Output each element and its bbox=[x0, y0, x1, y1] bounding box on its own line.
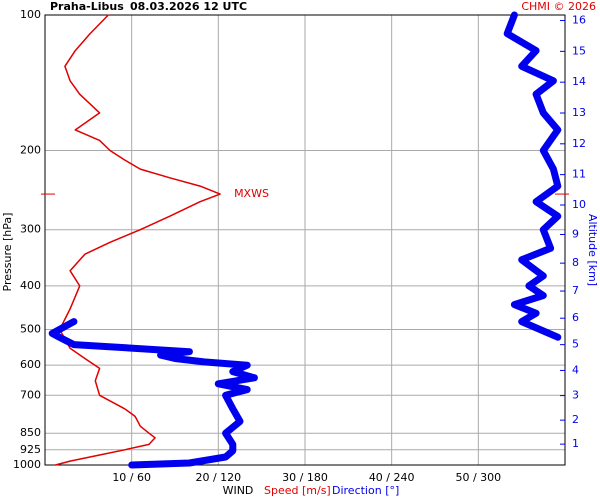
y2-tick-label: 1 bbox=[572, 437, 579, 450]
y2-tick-label: 14 bbox=[572, 75, 586, 88]
y-tick-label: 925 bbox=[20, 443, 41, 456]
annotation: MXWS bbox=[234, 187, 269, 200]
y2-axis-label: Altitude [km] bbox=[586, 214, 599, 286]
y2-tick-label: 13 bbox=[572, 106, 586, 119]
y2-tick-label: 3 bbox=[572, 389, 579, 402]
legend-entry: Direction [°] bbox=[332, 484, 399, 497]
x-tick-label: 30 / 180 bbox=[282, 471, 328, 484]
x-tick-label: 10 / 60 bbox=[112, 471, 151, 484]
y2-tick-label: 12 bbox=[572, 137, 586, 150]
y2-tick-label: 2 bbox=[572, 413, 579, 426]
x-axis-label: WIND bbox=[223, 484, 254, 497]
y-tick-label: 850 bbox=[20, 426, 41, 439]
y2-tick-label: 15 bbox=[572, 44, 586, 57]
y2-tick-label: 16 bbox=[572, 14, 586, 27]
y2-tick-label: 11 bbox=[572, 168, 586, 181]
legend-entry: Speed [m/s] bbox=[264, 484, 331, 497]
y2-tick-label: 8 bbox=[572, 256, 579, 269]
y-tick-label: 400 bbox=[20, 279, 41, 292]
y-tick-label: 100 bbox=[20, 8, 41, 21]
direction-line bbox=[48, 11, 562, 469]
y-tick-label: 700 bbox=[20, 388, 41, 401]
y-tick-label: 1000 bbox=[13, 458, 41, 471]
x-tick-label: 20 / 120 bbox=[195, 471, 241, 484]
y2-tick-label: 6 bbox=[572, 311, 579, 324]
plot-frame bbox=[44, 14, 566, 466]
y-tick-label: 300 bbox=[20, 223, 41, 236]
y2-tick-label: 5 bbox=[572, 338, 579, 351]
chart-title: Praha-Libus bbox=[50, 0, 124, 13]
y2-tick-label: 10 bbox=[572, 198, 586, 211]
y-tick-label: 200 bbox=[20, 143, 41, 156]
y-tick-label: 500 bbox=[20, 323, 41, 336]
y2-tick-label: 7 bbox=[572, 284, 579, 297]
credit: CHMI © 2026 bbox=[521, 0, 596, 13]
y2-tick-label: 9 bbox=[572, 227, 579, 240]
y-tick-label: 600 bbox=[20, 358, 41, 371]
y2-tick-label: 4 bbox=[572, 363, 579, 376]
x-tick-label: 50 / 300 bbox=[455, 471, 501, 484]
speed-line bbox=[54, 14, 221, 466]
x-tick-label: 40 / 240 bbox=[369, 471, 415, 484]
y-axis-label: Pressure [hPa] bbox=[1, 213, 14, 292]
chart-subtitle: 08.03.2026 12 UTC bbox=[130, 0, 247, 13]
